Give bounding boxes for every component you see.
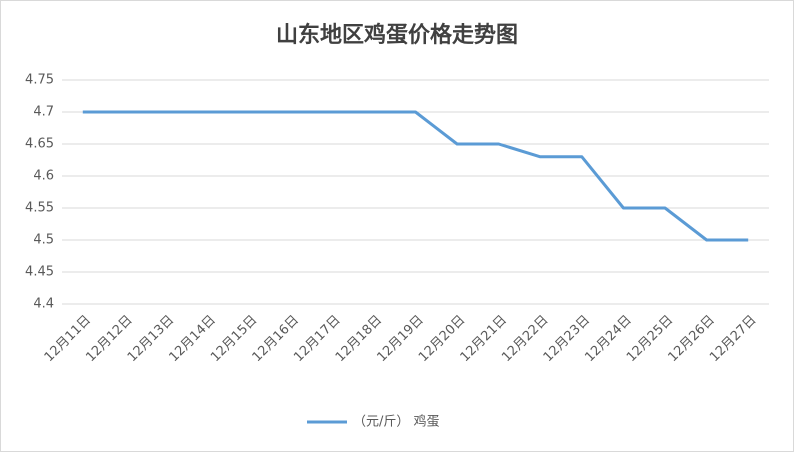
- y-tick-label: 4.5: [33, 233, 54, 248]
- y-tick-label: 4.6: [33, 169, 54, 184]
- y-tick-label: 4.65: [25, 137, 54, 152]
- legend-label: （元/斤） 鸡蛋: [353, 414, 440, 430]
- chart-title: 山东地区鸡蛋价格走势图: [276, 22, 518, 48]
- y-tick-label: 4.55: [25, 201, 54, 216]
- y-tick-label: 4.7: [33, 105, 54, 120]
- y-tick-label: 4.75: [25, 73, 54, 88]
- series-line: [82, 110, 749, 242]
- y-tick-label: 4.45: [25, 265, 54, 280]
- y-tick-label: 4.4: [33, 297, 54, 312]
